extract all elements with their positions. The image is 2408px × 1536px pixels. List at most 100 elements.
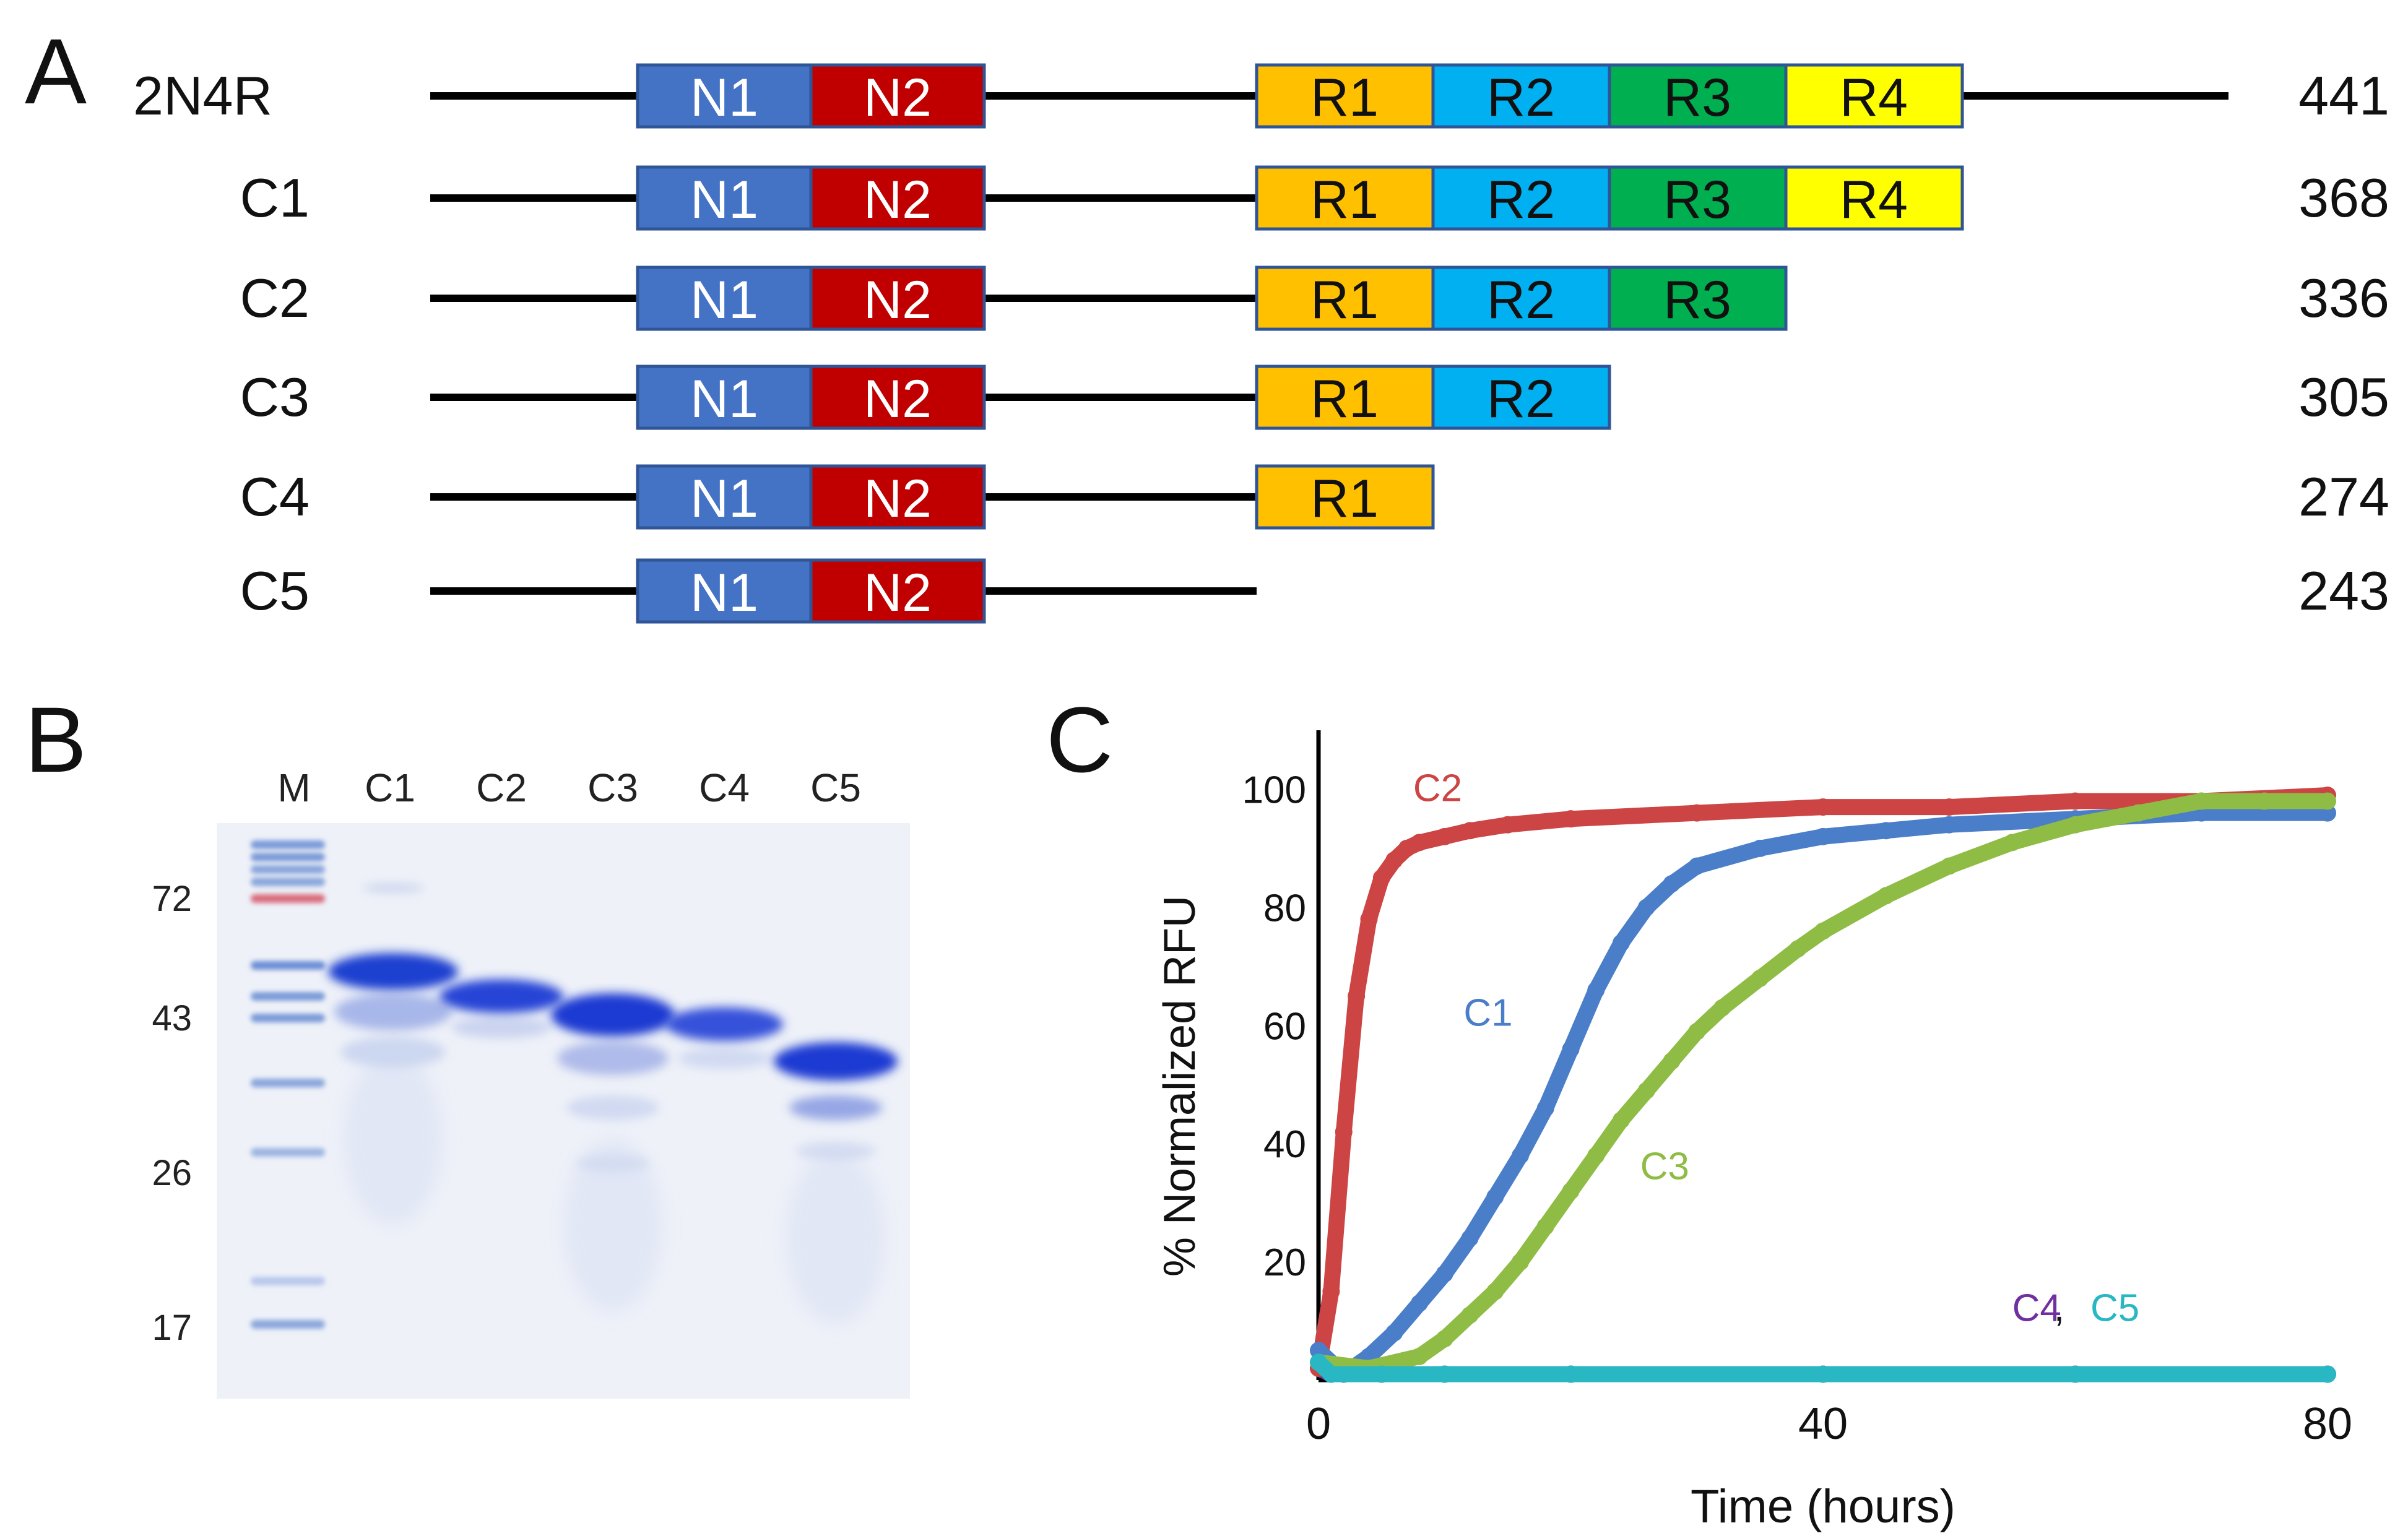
ladder-band: [251, 894, 325, 903]
marker-kda-label: 43: [152, 998, 192, 1038]
domain-label: N2: [864, 68, 932, 127]
panel-c-label: C: [1046, 688, 1114, 792]
ladder-band: [251, 992, 325, 1001]
protein-band: [557, 1041, 669, 1076]
domain-label: N2: [864, 270, 932, 330]
y-tick-label: 100: [1242, 769, 1306, 811]
panel-b-label: B: [25, 688, 87, 792]
marker-kda-label: 72: [152, 879, 192, 919]
data-point: [1940, 857, 1958, 875]
ladder-band: [251, 1277, 325, 1285]
domain-label: N2: [864, 469, 932, 529]
marker-kda-label: 26: [152, 1153, 192, 1193]
construct-name: C5: [240, 560, 310, 621]
data-point: [1587, 982, 1605, 999]
construct-name: C2: [240, 267, 310, 329]
data-point: [1385, 1324, 1403, 1342]
gel-lane-label: C4: [699, 766, 750, 810]
data-point: [1335, 1123, 1353, 1141]
protein-band: [566, 1095, 659, 1120]
gel-lane-label: C2: [476, 766, 527, 810]
construct-length: 305: [2298, 366, 2389, 428]
repeat-r1: [1255, 63, 1435, 129]
data-point: [1688, 1022, 1706, 1040]
construct-length: 441: [2298, 65, 2389, 126]
repeat-r3: [1608, 165, 1788, 231]
repeat-label: R2: [1487, 170, 1555, 230]
construct-row-c4: C4 N1 N2 R1 274: [240, 464, 2389, 530]
protein-band: [440, 979, 563, 1014]
series-annotation: C1: [1463, 991, 1512, 1034]
repeat-label: R2: [1487, 369, 1555, 429]
protein-band: [774, 1042, 898, 1081]
domain-label: N2: [864, 369, 932, 429]
construct-row-2n4r: 2N4R N1 N2 R1 R2 R3 R4 441: [133, 63, 2389, 129]
x-tick-label: 0: [1306, 1399, 1331, 1449]
repeat-label: R1: [1310, 68, 1379, 127]
series-c1: [1310, 804, 2336, 1383]
data-point: [1486, 1188, 1504, 1206]
domain-n1: [636, 464, 813, 530]
domain-n1: [636, 63, 813, 129]
data-point: [1663, 875, 1681, 893]
lane-smear: [344, 1052, 443, 1225]
data-point: [1688, 804, 1706, 822]
data-point: [2066, 1365, 2084, 1383]
repeat-r3: [1608, 63, 1788, 129]
repeat-label: R2: [1487, 68, 1555, 127]
y-tick-label: 40: [1263, 1123, 1306, 1166]
gel-lane-label: C5: [810, 766, 861, 810]
domain-label: N1: [690, 563, 758, 623]
domain-n1: [636, 165, 813, 231]
data-point: [1587, 1147, 1605, 1165]
repeat-label: R3: [1663, 68, 1731, 127]
domain-n2: [809, 464, 986, 530]
repeat-r1: [1255, 265, 1435, 331]
repeat-label: R1: [1310, 170, 1379, 230]
data-point: [1613, 934, 1630, 952]
repeat-label: R1: [1310, 469, 1379, 529]
ladder-band: [251, 853, 325, 861]
repeat-r4: [1784, 165, 1964, 231]
series-c3: [1310, 792, 2336, 1377]
protein-band: [328, 953, 458, 990]
gel-marker-labels: 72 43 26 17: [152, 879, 192, 1348]
repeat-label: R1: [1310, 270, 1379, 330]
data-point: [1877, 887, 1895, 905]
data-point: [1385, 852, 1403, 869]
lane-smear: [786, 1151, 885, 1324]
data-point: [1562, 810, 1580, 828]
ladder-band: [251, 1014, 325, 1022]
series-annotation: C5: [2090, 1287, 2139, 1330]
data-point: [1486, 1282, 1504, 1300]
data-point: [1411, 1347, 1428, 1365]
ladder-band: [251, 1148, 325, 1157]
data-point: [2066, 816, 2084, 834]
panel-a-label: A: [25, 19, 87, 123]
construct-row-c5: C5 N1 N2 243: [240, 558, 2389, 624]
data-point: [1499, 816, 1517, 834]
data-point: [1562, 1365, 1580, 1383]
construct-length: 336: [2298, 267, 2389, 329]
repeat-r2: [1431, 165, 1611, 231]
protein-band: [789, 1095, 882, 1120]
repeat-label: R1: [1310, 369, 1379, 429]
data-point: [1461, 1306, 1479, 1324]
data-point: [1637, 899, 1655, 917]
y-tick-label: 20: [1263, 1241, 1306, 1284]
data-point: [1536, 1099, 1554, 1117]
data-point: [1789, 940, 1807, 958]
gel-bands: [251, 840, 898, 1329]
repeat-r3: [1608, 265, 1788, 331]
data-point: [1814, 922, 1832, 940]
data-point: [1411, 1294, 1428, 1312]
repeat-r2: [1431, 63, 1611, 129]
ladder-band: [251, 1079, 325, 1087]
protein-band: [452, 1016, 551, 1038]
domain-n1: [636, 265, 813, 331]
gel-lane-labels: M C1 C2 C3 C4 C5: [277, 766, 861, 810]
data-point: [1436, 1265, 1453, 1283]
series-c5: [1310, 1353, 2336, 1383]
data-point: [1688, 857, 1706, 875]
data-point: [1940, 816, 1958, 834]
